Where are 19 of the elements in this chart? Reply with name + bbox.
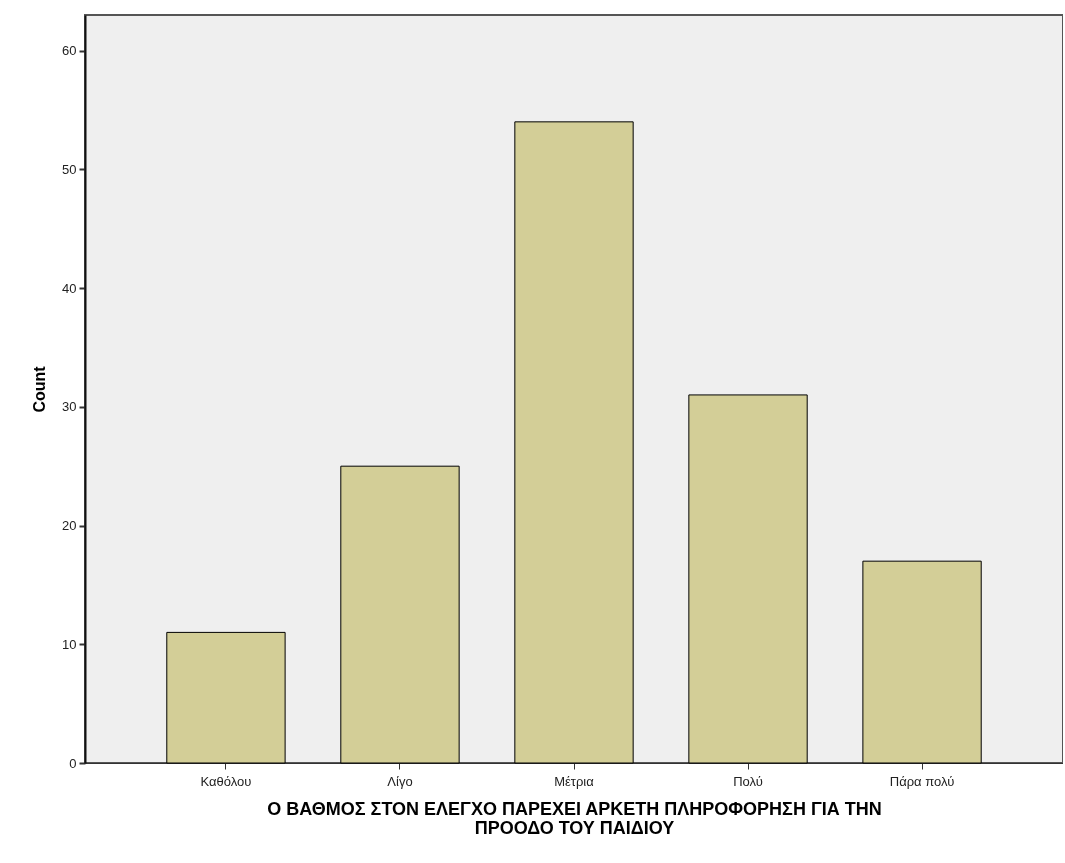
x-tick-label: Πολύ xyxy=(733,773,763,789)
bar xyxy=(862,560,982,764)
x-tick-label: Λίγο xyxy=(387,773,413,789)
bar xyxy=(340,465,460,764)
y-tick-label: 20 xyxy=(62,518,77,534)
x-tick-label: Καθόλου xyxy=(200,773,252,789)
y-tick-label: 60 xyxy=(62,43,77,59)
y-tick-label: 30 xyxy=(62,399,77,415)
bar xyxy=(688,394,808,764)
x-tick-label: Μέτρια xyxy=(554,773,595,789)
y-tick-label: 50 xyxy=(62,161,77,177)
x-tick-label: Πάρα πολύ xyxy=(889,773,955,789)
bar xyxy=(166,631,286,764)
bar xyxy=(514,121,634,764)
y-tick-label: 0 xyxy=(69,755,77,771)
y-tick-label: 40 xyxy=(62,280,77,296)
y-axis-title: Count xyxy=(31,365,49,413)
x-axis-title: Ο ΒΑΘΜΟΣ ΣΤΟΝ ΕΛΕΓΧΟ ΠΑΡΕΧΕΙ ΑΡΚΕΤΗ ΠΛΗΡΟΦΟΡΗΣΗ ΓΙΑ ΤΗΝ ΠΡΟΟΔΟ ΤΟΥ ΠΑΙΔΙΟΥ xyxy=(267,798,882,838)
y-tick-label: 10 xyxy=(62,636,77,652)
